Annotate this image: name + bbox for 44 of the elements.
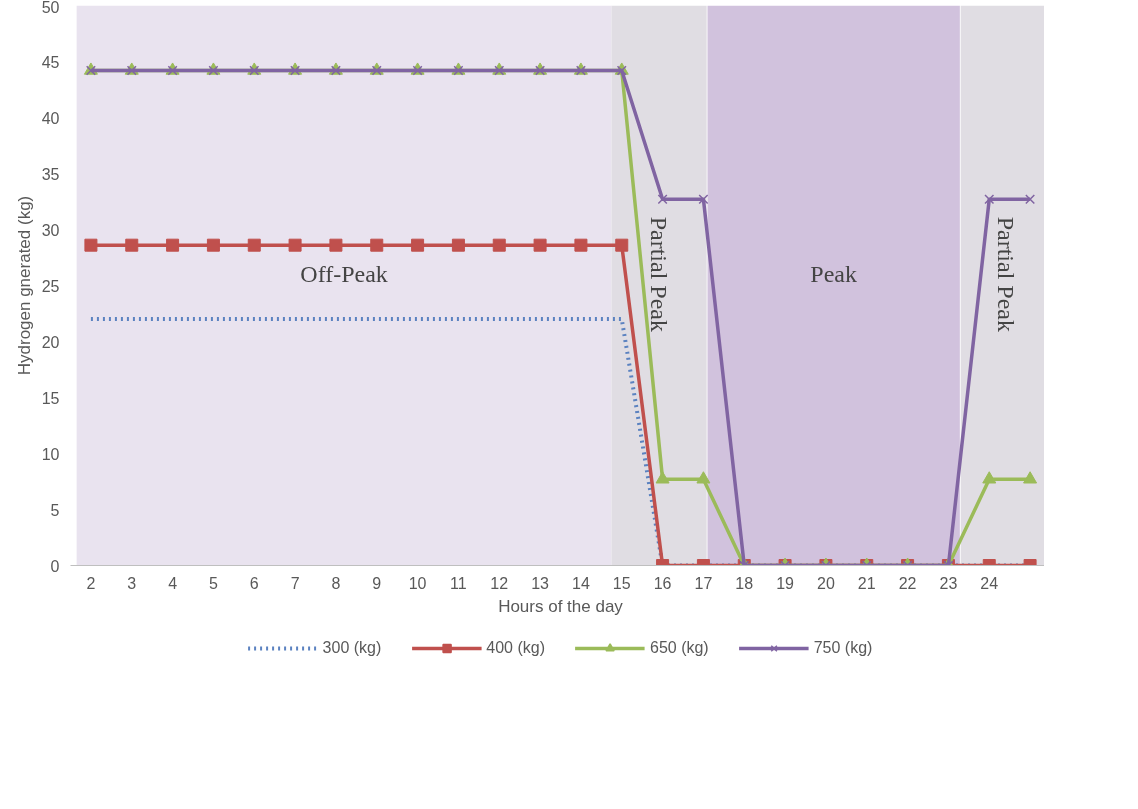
x-tick-label: 14 [572, 574, 590, 592]
y-tick-label: 40 [41, 109, 60, 127]
legend-label: 300 (kg) [322, 639, 382, 657]
legend-label: 650 (kg) [650, 639, 709, 657]
x-tick-label: 8 [331, 574, 341, 592]
band-label: Off-Peak [300, 261, 388, 288]
band-label: Partial Peak [992, 216, 1019, 332]
x-tick-label: 18 [735, 574, 754, 592]
y-tick-label: 10 [41, 445, 60, 463]
x-tick-label: 22 [898, 574, 917, 592]
x-tick-label: 2 [86, 574, 96, 592]
y-tick-label: 50 [41, 0, 60, 16]
x-tick-label: 21 [857, 574, 876, 592]
x-tick-label: 24 [980, 574, 999, 592]
y-tick-label: 15 [41, 389, 60, 407]
x-axis-title: Hours of the day [498, 596, 624, 616]
legend-label: 750 (kg) [813, 639, 873, 657]
x-tick-label: 15 [612, 574, 631, 592]
y-axis-title: Hydrogen gnerated (kg) [14, 195, 34, 376]
x-tick-label: 5 [208, 574, 218, 592]
x-tick-label: 4 [168, 574, 178, 592]
y-tick-label: 30 [41, 221, 60, 239]
x-tick-label: 6 [249, 574, 259, 592]
band-label: Peak [810, 261, 858, 288]
x-tick-label: 23 [939, 574, 958, 592]
band-label: Partial Peak [646, 216, 673, 332]
x-tick-label: 13 [531, 574, 550, 592]
y-tick-label: 35 [41, 165, 60, 183]
x-tick-label: 12 [490, 574, 509, 592]
x-tick-label: 7 [290, 574, 300, 592]
x-tick-label: 3 [127, 574, 137, 592]
x-tick-label: 16 [653, 574, 672, 592]
y-tick-label: 20 [41, 333, 60, 351]
x-tick-label: 19 [776, 574, 795, 592]
x-tick-label: 11 [450, 574, 467, 592]
x-tick-label: 17 [694, 574, 713, 592]
y-tick-label: 0 [50, 557, 60, 575]
y-tick-label: 5 [50, 501, 60, 519]
y-tick-label: 25 [41, 277, 60, 295]
x-tick-label: 10 [408, 574, 427, 592]
x-tick-label: 20 [817, 574, 835, 592]
x-tick-label: 9 [372, 574, 382, 592]
legend-label: 400 (kg) [486, 639, 545, 657]
y-tick-label: 45 [41, 53, 60, 71]
